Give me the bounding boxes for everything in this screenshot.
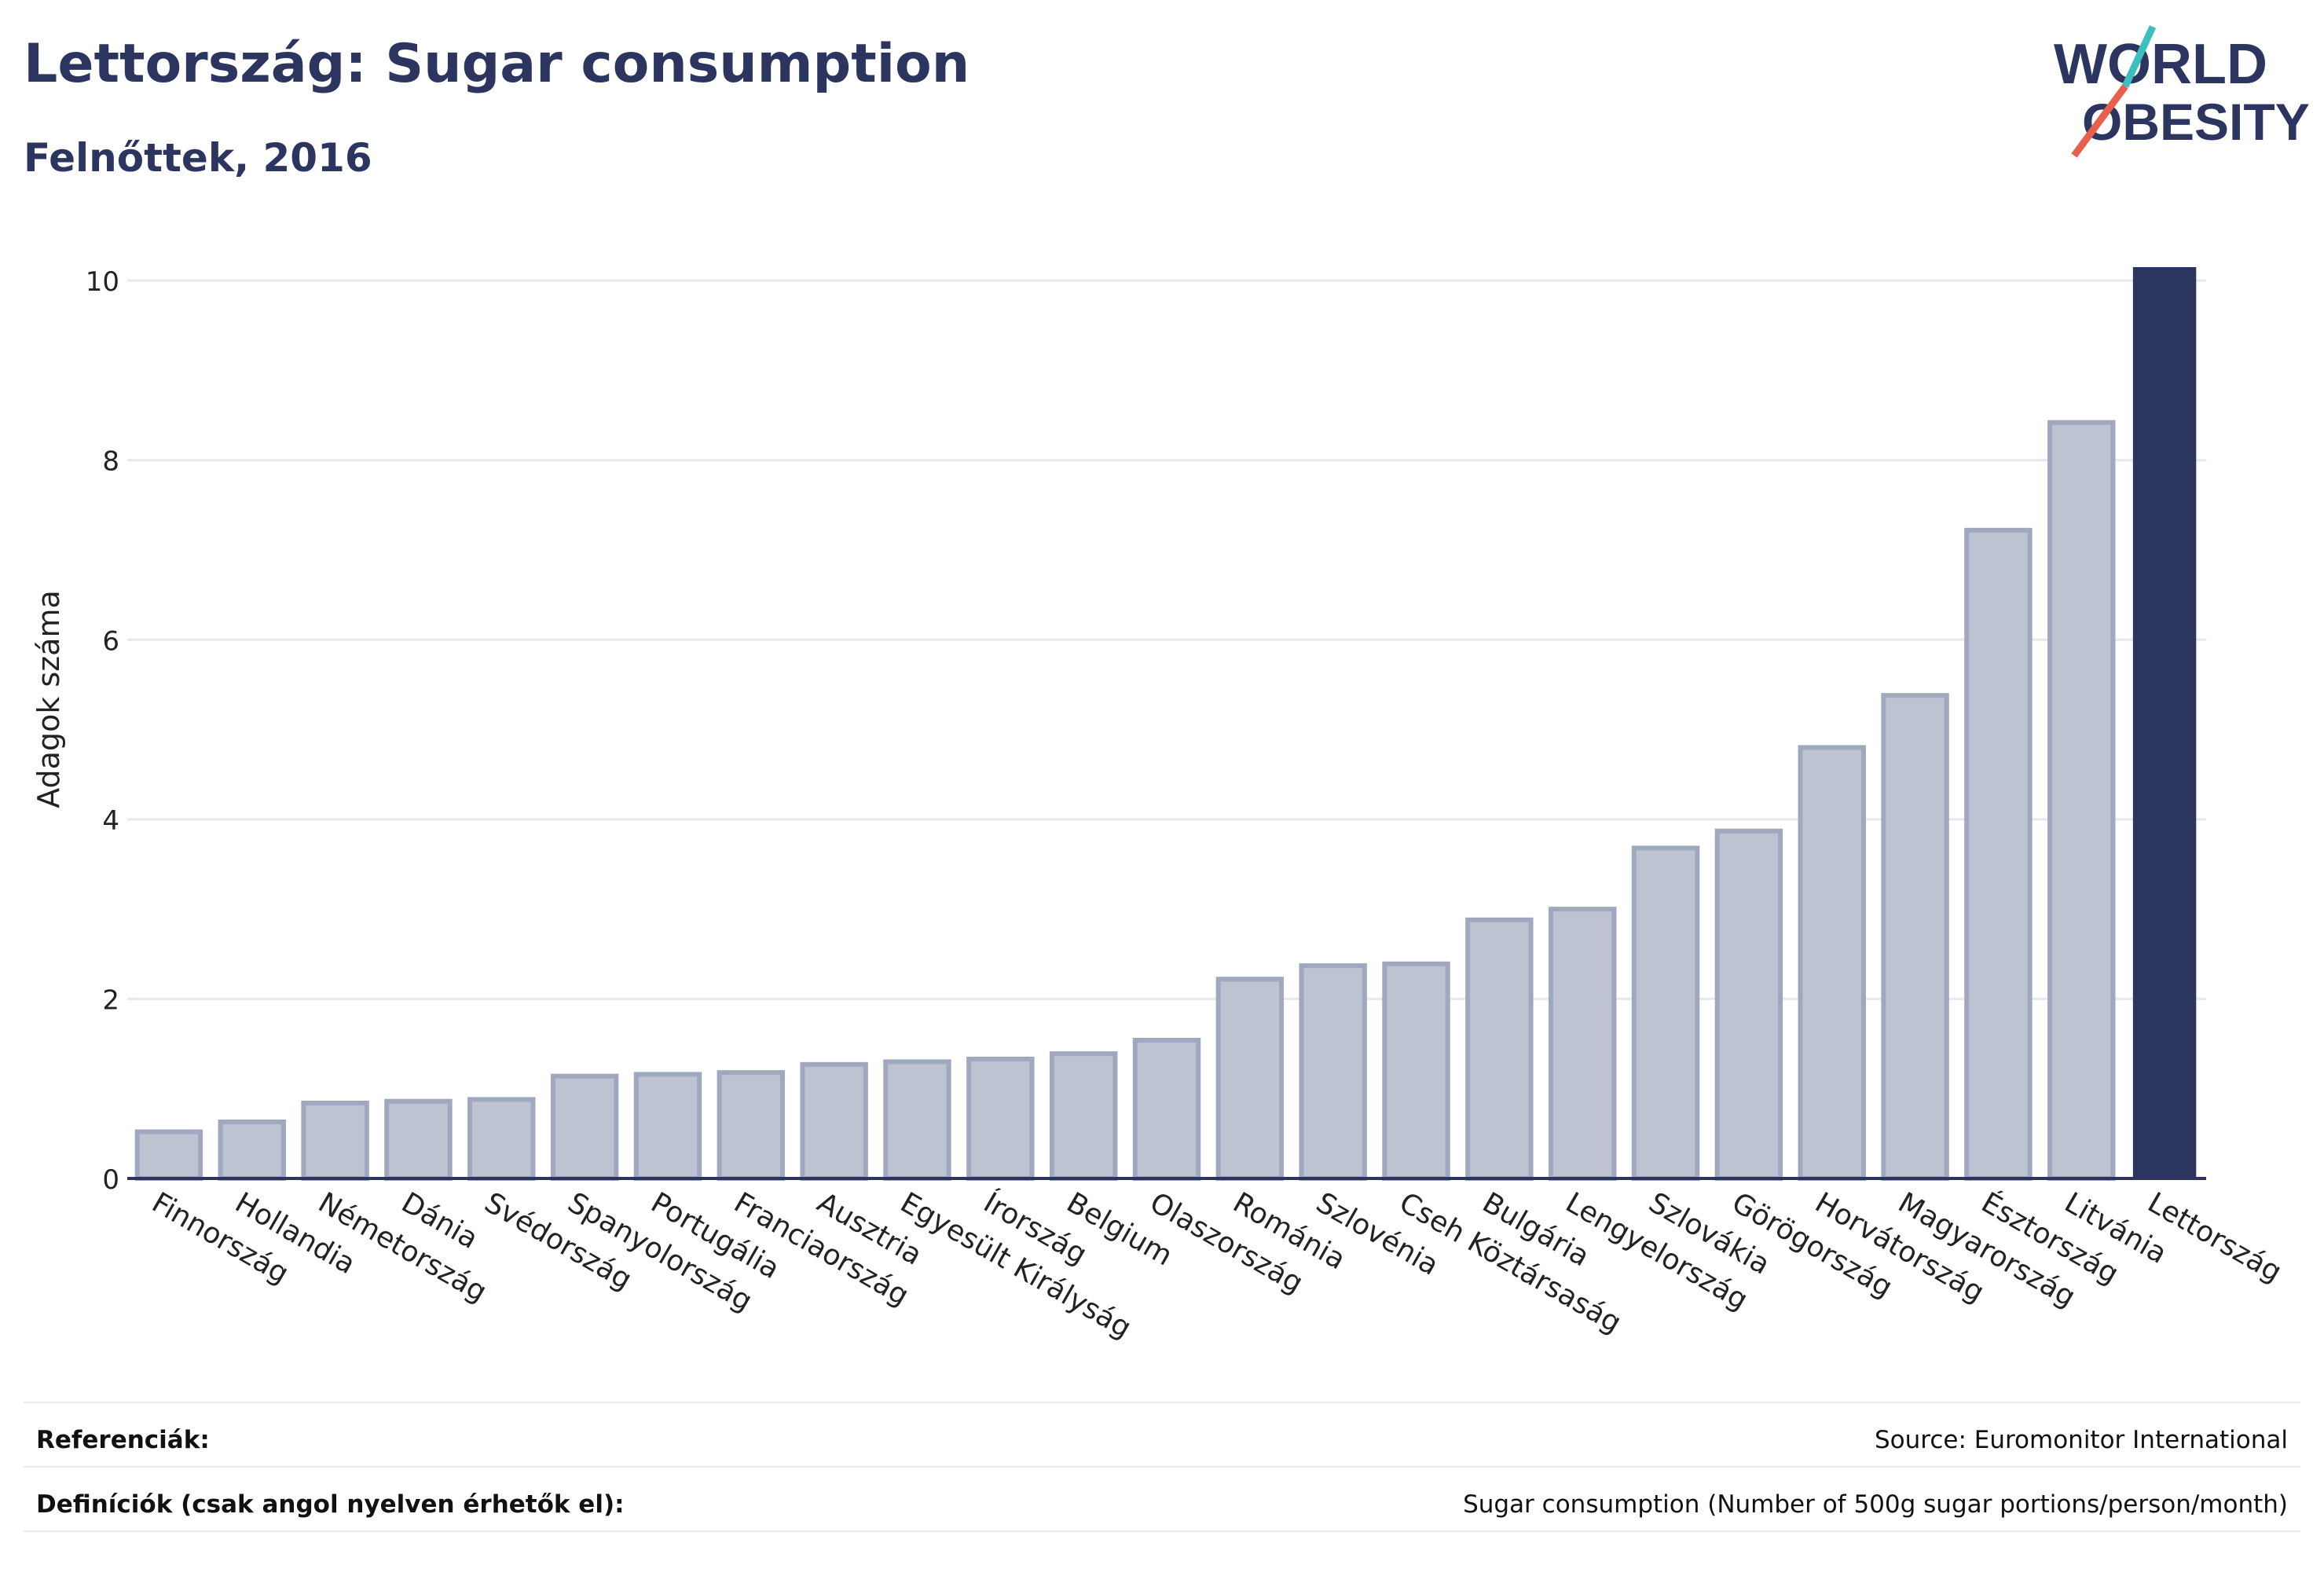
bar-ausztria <box>800 1061 868 1182</box>
bar-észtország <box>1964 527 2033 1181</box>
bar-franciaország <box>717 1070 786 1181</box>
bar-görögország <box>1714 828 1783 1181</box>
y-tick-label: 6 <box>102 625 119 657</box>
y-tick-label: 0 <box>102 1164 119 1196</box>
bar-hollandia <box>218 1120 286 1181</box>
definitions-label: Definíciók (csak angol nyelven érhetők e… <box>36 1490 625 1519</box>
bar-horvátország <box>1798 745 1866 1181</box>
bar-chart: 0 2 4 6 8 10 FinnországHollandiaNémetországDá… <box>31 266 2287 1344</box>
bar-belgium <box>1049 1051 1118 1181</box>
bars-layer <box>127 267 2206 1182</box>
bar-magyarország <box>1881 693 1949 1181</box>
logo-slash-top <box>2121 25 2157 88</box>
y-axis-label: Adagok száma <box>31 590 66 808</box>
x-tick-labels: FinnországHollandiaNémetországDániaSvédo… <box>146 1186 2287 1344</box>
footer-divider-bottom <box>24 1530 2300 1532</box>
bar-románia <box>1215 977 1285 1182</box>
bar-spanyolország <box>550 1073 619 1181</box>
definitions-value: Sugar consumption (Number of 500g sugar … <box>1463 1490 2288 1519</box>
bar-cseh-köztársaság <box>1382 961 1450 1182</box>
y-tick-labels: 0 2 4 6 8 10 <box>86 266 119 1196</box>
bar-litvánia <box>2047 420 2116 1181</box>
logo-line2: OBESITY <box>2082 93 2310 151</box>
footer-divider-middle <box>24 1466 2300 1468</box>
bar-szlovénia <box>1299 963 1367 1181</box>
bar-bulgária <box>1465 917 1534 1182</box>
y-tick-label: 4 <box>102 805 119 837</box>
bar-dánia <box>384 1098 453 1181</box>
bar-egyesült-királyság <box>883 1059 951 1182</box>
bar-németország <box>301 1101 369 1181</box>
logo-line1: WORLD <box>2054 33 2267 96</box>
bar-írország <box>966 1057 1035 1181</box>
logo-slash-bottom <box>2071 84 2128 158</box>
bar-svédország <box>467 1097 536 1182</box>
bar-portugália <box>633 1072 702 1182</box>
bar-lettország <box>2132 267 2197 1178</box>
references-value: Source: Euromonitor International <box>1874 1426 2288 1454</box>
chart-subtitle: Felnőttek, 2016 <box>24 135 372 181</box>
bar-olaszország <box>1132 1038 1201 1181</box>
references-label: Referenciák: <box>36 1426 210 1454</box>
bar-finnország <box>134 1129 203 1181</box>
y-tick-label: 2 <box>102 984 119 1016</box>
y-tick-label: 8 <box>102 446 119 478</box>
world-obesity-logo: WORLD OBESITY <box>2054 25 2310 158</box>
y-tick-label: 10 <box>86 266 119 298</box>
footer-divider-top <box>24 1402 2300 1403</box>
bar-lengyelország <box>1548 907 1617 1181</box>
chart-title: Lettország: Sugar consumption <box>24 33 970 95</box>
bar-szlovákia <box>1631 845 1700 1182</box>
